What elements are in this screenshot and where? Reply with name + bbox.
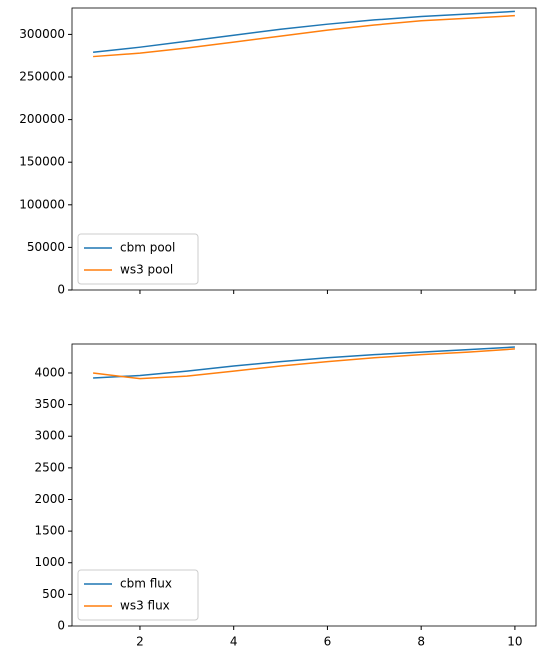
x-tick-label: 2	[136, 635, 144, 649]
legend-box	[77, 569, 199, 621]
series-line	[93, 14, 515, 58]
legend-label: ws3 flux	[120, 599, 170, 613]
y-tick-label: 3500	[34, 397, 65, 411]
y-tick-label: 150000	[19, 155, 65, 169]
y-tick-label: 100000	[19, 197, 65, 211]
y-tick-label: 0	[57, 283, 65, 297]
legend-label: ws3 pool	[120, 263, 173, 277]
y-tick-label: 1000	[34, 555, 65, 569]
x-tick-label: 6	[324, 635, 332, 649]
legend-label: cbm flux	[120, 577, 172, 591]
y-tick-label: 2500	[34, 460, 65, 474]
y-tick-label: 2000	[34, 492, 65, 506]
legend-box	[77, 233, 199, 285]
y-tick-label: 3000	[34, 429, 65, 443]
legend: cbm flux ws3 flux	[77, 569, 199, 621]
legend-label: cbm pool	[120, 241, 175, 255]
y-tick-label: 200000	[19, 112, 65, 126]
axes-frame	[71, 343, 537, 627]
x-tick-label: 10	[507, 635, 522, 649]
y-tick-label: 500	[42, 587, 65, 601]
y-tick-label: 4000	[34, 365, 65, 379]
y-tick-label: 300000	[19, 27, 65, 41]
x-tick-label: 4	[230, 635, 238, 649]
x-tick-label: 8	[417, 635, 425, 649]
y-tick-label: 250000	[19, 70, 65, 84]
legend: cbm pool ws3 pool	[77, 233, 199, 285]
y-tick-label: 50000	[27, 240, 65, 254]
series-line	[93, 348, 515, 380]
y-tick-label: 1500	[34, 524, 65, 538]
series-line	[93, 10, 515, 54]
series-line	[93, 346, 515, 379]
y-tick-label: 0	[57, 619, 65, 633]
axes-frame	[71, 7, 537, 291]
